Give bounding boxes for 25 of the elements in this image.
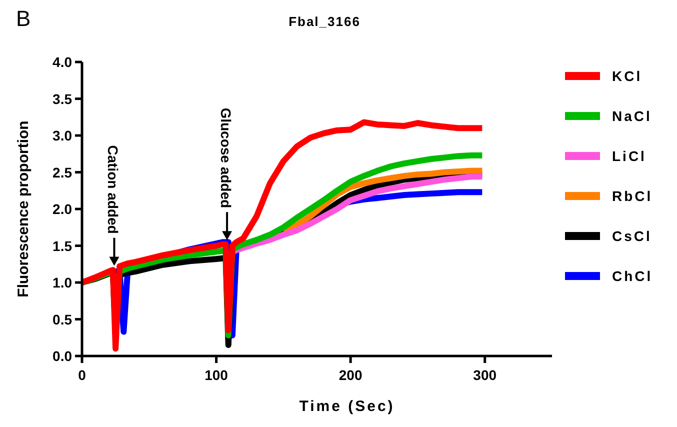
legend-label: ChCl (612, 268, 653, 284)
y-tick-label: 1.5 (52, 238, 72, 254)
x-tick-label: 200 (338, 367, 362, 383)
x-axis-title: Time (Sec) (299, 398, 395, 415)
legend-label: CsCl (612, 228, 652, 244)
y-tick-label: 2.0 (52, 201, 72, 217)
x-tick-label: 300 (473, 367, 497, 383)
y-tick-label: 1.0 (52, 274, 72, 290)
y-tick-label: 4.0 (52, 54, 72, 70)
x-tick-label: 100 (204, 367, 228, 383)
y-tick-label: 3.0 (52, 128, 72, 144)
y-axis-title: Fluorescence proportion (15, 120, 32, 298)
y-tick-label: 0.5 (52, 311, 72, 328)
legend-label: LiCl (612, 148, 646, 164)
annotation: Cation added (105, 145, 122, 234)
legend-label: KCl (612, 68, 642, 84)
y-tick-label: 3.5 (52, 90, 72, 107)
legend-label: RbCl (612, 188, 653, 204)
x-tick-label: 0 (78, 367, 86, 383)
chart-title: Fbal_3166 (288, 14, 360, 29)
annotation: Glucose added (218, 108, 234, 208)
text: B (16, 6, 31, 31)
legend-label: NaCl (612, 108, 652, 124)
y-tick-label: 0.0 (52, 348, 72, 364)
y-tick-label: 2.5 (52, 164, 72, 180)
